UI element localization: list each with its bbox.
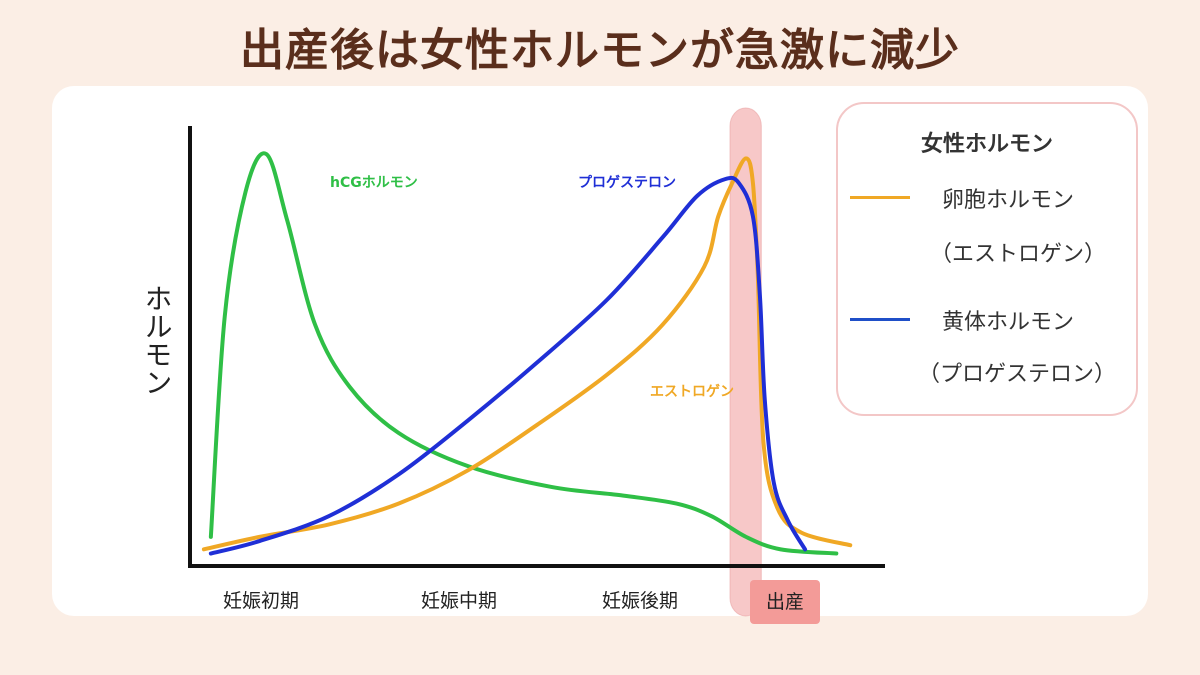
y-axis-label: ホルモン — [141, 284, 174, 396]
series-group — [201, 151, 853, 556]
legend-swatch-progesterone — [850, 318, 910, 321]
legend-item-sub: （プロゲステロン） — [918, 362, 1117, 387]
estrogen-series-label: エストロゲン — [650, 383, 734, 400]
legend-title: 女性ホルモン — [920, 132, 1053, 157]
birth-label-tag — [750, 580, 820, 624]
progesterone-series-label: プロゲステロン — [578, 174, 676, 191]
progesterone-series-line — [208, 175, 808, 556]
legend-item-name: 卵胞ホルモン — [942, 188, 1075, 213]
legend-item-name: 黄体ホルモン — [942, 310, 1075, 335]
x-tick-label: 妊娠中期 — [421, 590, 497, 612]
page-title: 出産後は女性ホルモンが急激に減少 — [240, 25, 960, 76]
x-tick-label: 妊娠後期 — [602, 590, 678, 612]
legend-box: 女性ホルモン 卵胞ホルモン （エストロゲン） 黄体ホルモン （プロゲステロン） — [836, 102, 1138, 416]
hcg-series-label: hCGホルモン — [330, 175, 418, 191]
legend-item-sub: （エストロゲン） — [930, 242, 1107, 267]
legend-swatch-estrogen — [850, 196, 910, 199]
x-tick-label: 妊娠初期 — [223, 590, 299, 612]
hcg-series-line — [208, 151, 839, 556]
estrogen-series-line — [201, 156, 853, 552]
birth-label: 出産 — [766, 591, 804, 613]
